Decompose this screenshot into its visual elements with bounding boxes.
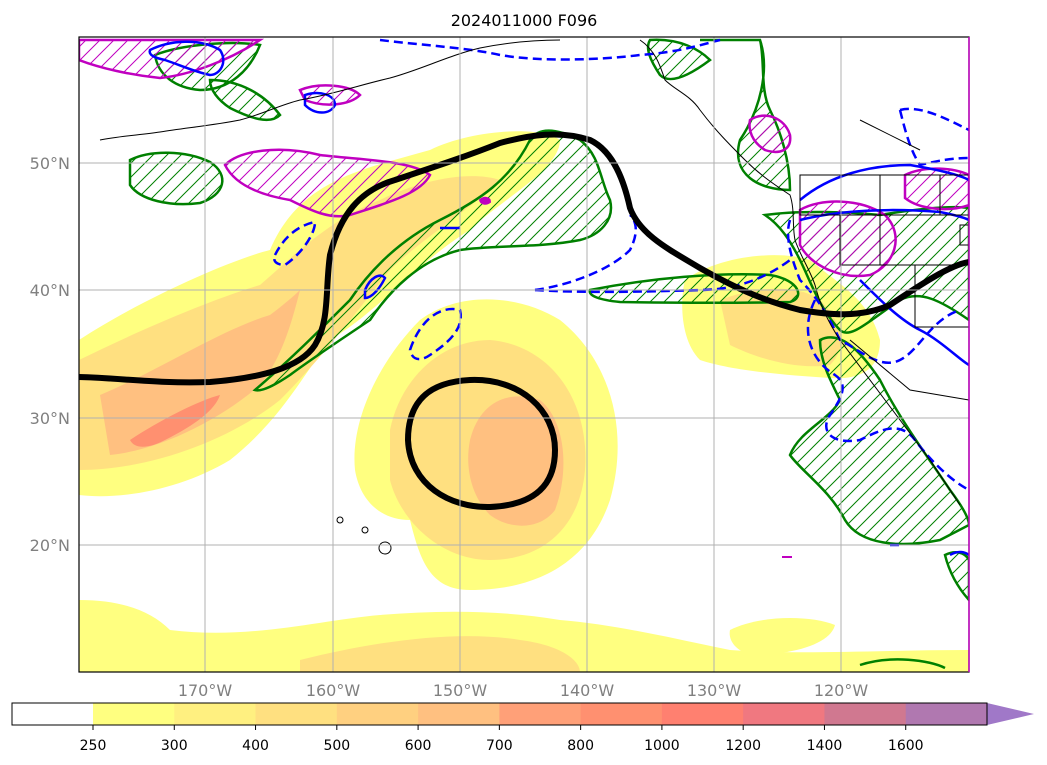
filled-field-central (354, 299, 618, 590)
coastlines (99, 39, 969, 555)
green-hatch-area (208, 78, 282, 122)
magenta-hatch-area (478, 196, 492, 205)
colorbar-swatch (336, 703, 419, 725)
colorbar-tick-label: 250 (80, 738, 107, 754)
map-title: 2024011000 F096 (451, 11, 598, 30)
colorbar-swatch (661, 703, 744, 725)
colorbar-swatch (12, 703, 94, 725)
colorbar-tick-label: 1400 (807, 738, 843, 754)
green-hatch-area (859, 658, 946, 670)
green-hatch-area (700, 38, 792, 192)
colorbar-swatch (580, 703, 663, 725)
colorbar-tick-label: 700 (486, 738, 513, 754)
green-hatch-area (646, 38, 712, 81)
lon-label: 160°W (306, 681, 361, 700)
magenta-hatch-area (798, 200, 897, 278)
colorbar-tick-label: 1200 (725, 738, 761, 754)
black-contour-lines (79, 131, 969, 511)
grid-lines (79, 37, 969, 672)
black-contour-main (79, 131, 969, 386)
lat-label: 40°N (30, 281, 70, 300)
colorbar-tick-label: 1000 (644, 738, 680, 754)
lon-label: 140°W (560, 681, 615, 700)
green-hatch-area (252, 129, 613, 392)
colorbar-swatch (174, 703, 257, 725)
colorbar-tick-label: 1600 (888, 738, 924, 754)
map-area (79, 37, 969, 672)
latitude-labels: 50°N 40°N 30°N 20°N (30, 154, 70, 555)
black-contour-closed (404, 376, 559, 511)
longitude-labels: 170°W 160°W 150°W 140°W 130°W 120°W (178, 681, 869, 700)
magenta-hatch-area (748, 114, 792, 154)
colorbar-tick-label: 500 (323, 738, 350, 754)
lon-label: 130°W (687, 681, 742, 700)
lat-label: 20°N (30, 536, 70, 555)
colorbar: 250 300 400 500 600 700 800 1000 1200 1400 1600 (11, 702, 1034, 754)
colorbar-swatch (824, 703, 907, 725)
magenta-hatch-area (223, 148, 432, 218)
lon-label: 170°W (178, 681, 233, 700)
green-hatch-area (128, 151, 224, 206)
filled-field-south (79, 600, 969, 672)
colorbar-swatch (418, 703, 500, 725)
colorbar-tick-label: 400 (242, 738, 269, 754)
lon-label: 150°W (433, 681, 488, 700)
lon-label: 120°W (814, 681, 869, 700)
colorbar-extend-arrow (987, 703, 1034, 725)
colorbar-tick-label: 800 (567, 738, 594, 754)
magenta-hatch-area (79, 38, 265, 80)
colorbar-tick-label: 600 (405, 738, 432, 754)
colorbar-swatch (905, 703, 988, 725)
colorbar-swatch (93, 703, 175, 725)
green-hatch-area (588, 273, 800, 304)
magenta-hatched-regions (79, 38, 969, 558)
lat-label: 50°N (30, 154, 70, 173)
colorbar-tick-label: 300 (161, 738, 188, 754)
colorbar-swatch (743, 703, 825, 725)
colorbar-swatch (255, 703, 338, 725)
lat-label: 30°N (30, 409, 70, 428)
colorbar-swatch (499, 703, 582, 725)
